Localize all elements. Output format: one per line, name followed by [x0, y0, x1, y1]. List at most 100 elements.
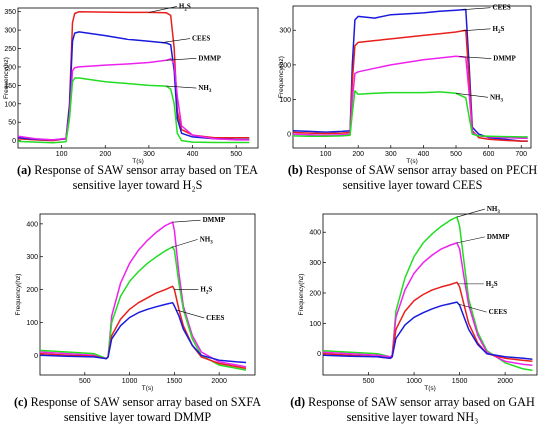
annotation-c-3: CEES — [206, 314, 224, 322]
annotation-leader-a-0 — [148, 6, 177, 13]
caption-d: (d) Response of SAW sensor array based o… — [275, 395, 550, 425]
caption-b-line2: sensitive layer toward CEES — [342, 178, 483, 192]
caption-a: (a) Response of SAW sensor array based o… — [0, 163, 275, 193]
series-line-a-0 — [17, 10, 250, 142]
annotation-c-1: NH3 — [200, 235, 214, 245]
x-tick-label-c-3: 2000 — [211, 378, 227, 385]
y-tick-label-c-0: 0 — [34, 353, 38, 360]
series-line-a-2 — [17, 58, 250, 141]
annotation-b-0: CEES — [493, 4, 511, 12]
annotation-a-3: NH3 — [198, 84, 212, 94]
x-tick-label-d-3: 2000 — [497, 378, 513, 385]
plot-frame-a — [17, 7, 259, 149]
annotation-leader-c-3 — [176, 309, 205, 319]
annotation-d-0: NH3 — [487, 205, 501, 215]
caption-c-letter: (c) — [13, 395, 28, 409]
y-tick-label-a-4: 200 — [4, 64, 16, 71]
annotation-b-2: DMMP — [493, 55, 516, 63]
annotation-leader-c-1 — [171, 239, 198, 248]
x-tick-label-a-3: 400 — [187, 151, 199, 158]
annotation-leader-a-2 — [166, 58, 197, 61]
plot-frame-c — [39, 213, 256, 376]
series-line-b-1 — [292, 29, 528, 142]
plot-frame-b — [292, 5, 532, 149]
caption-c-line2: sensitive layer toward DMMP — [63, 410, 212, 424]
y-tick-label-c-4: 400 — [26, 221, 38, 228]
x-axis-label-c: T(s) — [142, 385, 154, 392]
annotation-leader-b-1 — [462, 28, 491, 32]
x-tick-label-c-2: 1500 — [167, 378, 183, 385]
plot-frame-d — [322, 213, 538, 376]
annotation-c-0: DMMP — [203, 216, 226, 224]
annotation-leader-b-3 — [455, 92, 489, 98]
x-tick-label-b-2: 300 — [385, 151, 397, 158]
chart-panel-c: 500 1000 1500 2000 0 100 200 300 400 T(s) Frequenc… — [0, 200, 275, 392]
annotation-a-0: H2S — [179, 2, 191, 12]
annotation-c-2: H2S — [200, 286, 212, 296]
y-tick-label-a-7: 350 — [4, 9, 16, 16]
caption-c: (c) Response of SAW sensor array based o… — [0, 395, 275, 425]
x-axis-label-b: T(s) — [406, 158, 418, 165]
x-tick-label-b-6: 700 — [515, 151, 527, 158]
x-tick-label-b-3: 400 — [418, 151, 430, 158]
annotation-leader-d-1 — [456, 236, 485, 244]
x-tick-label-a-4: 500 — [230, 151, 242, 158]
x-axis-label-a: T(s) — [132, 158, 144, 165]
annotation-b-1: H2S — [493, 25, 505, 35]
chart-c-svg: 500 1000 1500 2000 0 100 200 300 400 T(s) Frequenc… — [15, 213, 256, 392]
caption-c-line1: Response of SAW sensor array based on SX… — [27, 395, 262, 409]
y-tick-label-a-5: 250 — [4, 46, 16, 53]
y-tick-label-a-0: 0 — [12, 138, 16, 145]
y-tick-label-d-2: 200 — [309, 290, 321, 297]
y-tick-label-d-1: 100 — [309, 321, 321, 328]
x-tick-label-c-1: 1000 — [122, 378, 138, 385]
chart-panel-d: 500 1000 1500 2000 0 100 200 300 400 T(s) Frequenc… — [275, 200, 550, 392]
y-axis-label-b: Frequency(hz) — [278, 56, 285, 98]
annotation-leader-b-0 — [462, 7, 491, 10]
y-tick-label-d-3: 300 — [309, 260, 321, 267]
x-tick-label-c-0: 500 — [79, 378, 91, 385]
y-tick-label-b-2: 200 — [279, 62, 291, 69]
caption-a-line2: sensitive layer toward H₂S — [72, 178, 203, 192]
annotation-leader-a-3 — [166, 85, 197, 89]
annotation-d-3: CEES — [489, 308, 507, 316]
y-tick-label-a-2: 100 — [4, 101, 16, 108]
caption-d-letter: (d) — [290, 395, 306, 409]
chart-panel-b: 100 200 300 400 500 600 700 0 100 200 300 T(s) Frequ… — [275, 0, 550, 190]
x-tick-label-d-1: 1000 — [406, 378, 422, 385]
annotation-leader-b-2 — [459, 56, 492, 59]
series-line-c-1 — [39, 246, 247, 371]
caption-d-line2: sensitive layer toward NH₃ — [346, 410, 479, 424]
chart-a-svg: 100 200 300 400 500 0 50 100 150 200 250 300 350 T(s)… — [3, 2, 259, 165]
chart-b-svg: 100 200 300 400 500 600 700 0 100 200 300 T(s) Frequ… — [278, 4, 532, 165]
series-line-a-1 — [17, 31, 250, 141]
x-tick-label-b-1: 200 — [352, 151, 364, 158]
y-axis-label-c: Frequency(hz) — [15, 274, 22, 316]
x-tick-label-d-0: 500 — [363, 378, 375, 385]
annotation-leader-c-0 — [172, 219, 201, 223]
annotation-leader-a-1 — [161, 38, 191, 43]
annotation-leader-d-0 — [456, 208, 485, 218]
x-tick-label-b-4: 500 — [450, 151, 462, 158]
x-tick-label-a-0: 100 — [56, 151, 68, 158]
y-tick-label-b-3: 300 — [279, 28, 291, 35]
y-tick-label-d-0: 0 — [317, 351, 321, 358]
annotation-leader-d-3 — [458, 303, 487, 313]
y-tick-label-b-1: 100 — [279, 97, 291, 104]
chart-d-svg: 500 1000 1500 2000 0 100 200 300 400 T(s) Frequenc… — [298, 205, 538, 392]
x-tick-label-b-5: 600 — [483, 151, 495, 158]
y-tick-label-c-3: 300 — [26, 254, 38, 261]
annotation-d-1: DMMP — [487, 233, 510, 241]
annotation-a-1: CEES — [192, 35, 210, 43]
series-line-c-0 — [39, 221, 247, 368]
series-line-a-3 — [17, 77, 250, 144]
x-axis-label-d: T(s) — [424, 385, 436, 392]
y-tick-label-b-0: 0 — [287, 132, 291, 139]
chart-panel-a: 100 200 300 400 500 0 50 100 150 200 250 300 350 T(s)… — [0, 0, 275, 190]
annotation-d-2: H2S — [486, 280, 498, 290]
x-tick-label-a-1: 200 — [99, 151, 111, 158]
caption-a-letter: (a) — [17, 163, 32, 177]
y-tick-label-d-4: 400 — [309, 230, 321, 237]
series-line-b-3 — [292, 90, 528, 138]
series-line-c-3 — [39, 301, 247, 364]
